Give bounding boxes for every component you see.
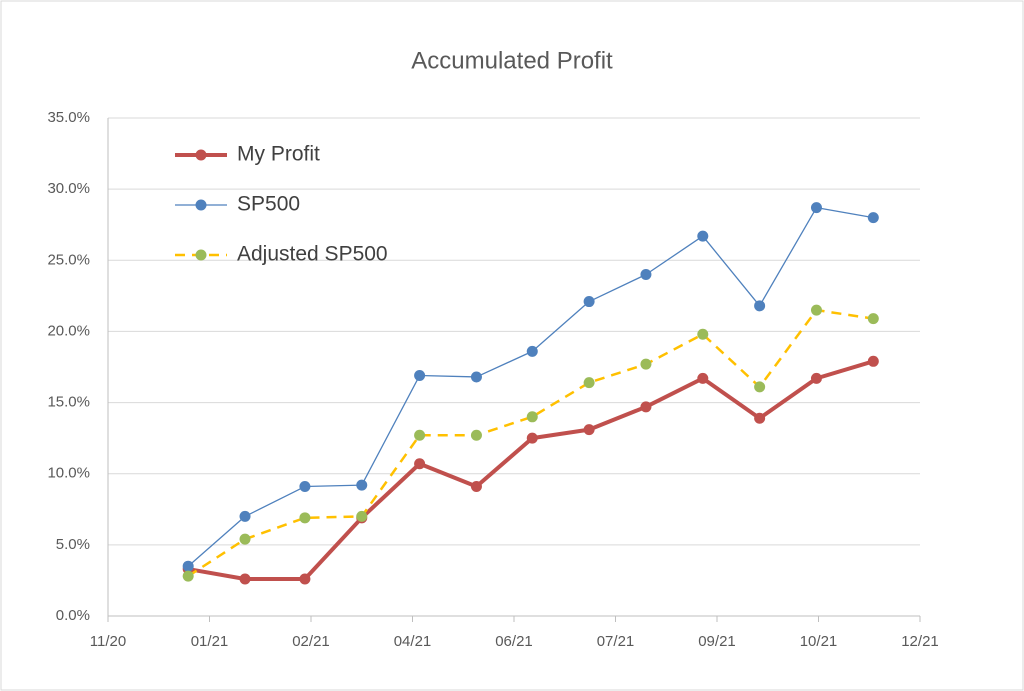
data-point xyxy=(470,429,482,441)
x-tick-label: 12/21 xyxy=(901,633,939,650)
data-point xyxy=(239,573,251,585)
data-point xyxy=(470,371,482,383)
data-point xyxy=(697,372,709,384)
y-tick-label: 5.0% xyxy=(56,536,90,553)
legend-label: Adjusted SP500 xyxy=(237,243,388,266)
data-point xyxy=(526,411,538,423)
data-point xyxy=(182,570,194,582)
legend-marker xyxy=(195,199,207,211)
legend-marker xyxy=(195,249,207,261)
data-point xyxy=(867,212,879,224)
data-point xyxy=(356,510,368,522)
data-point xyxy=(583,296,595,308)
data-point xyxy=(754,381,766,393)
data-point xyxy=(640,269,652,281)
y-tick-label: 30.0% xyxy=(47,180,90,197)
y-tick-label: 25.0% xyxy=(47,251,90,268)
x-tick-label: 09/21 xyxy=(698,633,736,650)
x-tick-label: 01/21 xyxy=(191,633,229,650)
x-tick-label: 04/21 xyxy=(394,633,432,650)
data-point xyxy=(810,304,822,316)
data-point xyxy=(299,481,311,493)
y-tick-label: 15.0% xyxy=(47,394,90,411)
data-point xyxy=(754,412,766,424)
data-point xyxy=(526,345,538,357)
data-point xyxy=(810,202,822,214)
data-point xyxy=(414,458,426,470)
x-tick-label: 07/21 xyxy=(597,633,635,650)
data-point xyxy=(697,328,709,340)
data-point xyxy=(867,355,879,367)
data-point xyxy=(583,424,595,436)
chart-title: Accumulated Profit xyxy=(411,47,613,74)
data-point xyxy=(299,573,311,585)
y-tick-label: 0.0% xyxy=(56,607,90,624)
x-tick-label: 10/21 xyxy=(800,633,838,650)
y-tick-label: 20.0% xyxy=(47,322,90,339)
data-point xyxy=(640,401,652,413)
data-point xyxy=(583,377,595,389)
legend-label: SP500 xyxy=(237,193,300,216)
y-tick-label: 10.0% xyxy=(47,465,90,482)
legend-marker xyxy=(195,149,207,161)
y-tick-label: 35.0% xyxy=(47,109,90,126)
data-point xyxy=(299,512,311,524)
data-point xyxy=(867,313,879,325)
x-tick-label: 11/20 xyxy=(90,633,126,650)
data-point xyxy=(470,481,482,493)
data-point xyxy=(697,230,709,242)
data-point xyxy=(640,358,652,370)
data-point xyxy=(414,429,426,441)
data-point xyxy=(182,560,194,572)
legend-label: My Profit xyxy=(237,143,320,166)
data-point xyxy=(239,510,251,522)
data-point xyxy=(414,370,426,382)
data-point xyxy=(239,533,251,545)
x-tick-label: 06/21 xyxy=(495,633,533,650)
data-point xyxy=(754,300,766,312)
x-tick-label: 02/21 xyxy=(292,633,330,650)
data-point xyxy=(356,479,368,491)
data-point xyxy=(810,372,822,384)
data-point xyxy=(526,432,538,444)
